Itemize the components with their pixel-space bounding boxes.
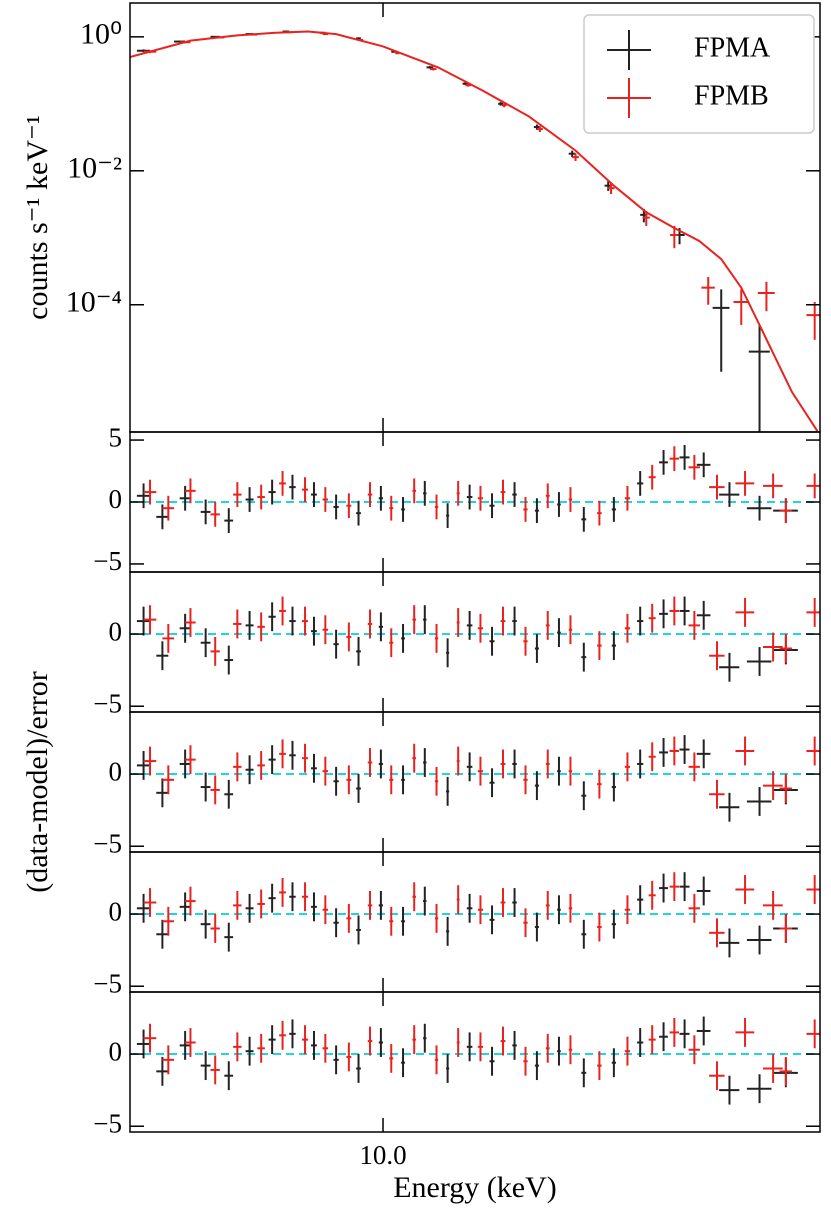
- y-tick-label: 10⁰: [80, 18, 122, 51]
- legend-label: FPMB: [694, 80, 769, 111]
- y-tick-label: 10⁻²: [67, 152, 122, 185]
- y-tick-label: 10⁻⁴: [66, 286, 122, 319]
- y-tick-label: 0: [109, 756, 123, 786]
- y-axis-label: (data-model)/error: [21, 671, 54, 893]
- y-tick-label: −5: [93, 1108, 122, 1138]
- y-tick-label: −5: [93, 546, 122, 576]
- y-tick-label: −5: [93, 828, 122, 858]
- y-tick-label: 5: [109, 422, 123, 452]
- model-line: [130, 30, 819, 432]
- x-tick-label: 10.0: [359, 1140, 406, 1170]
- plot-area: [130, 30, 820, 432]
- x-axis-label: Energy (keV): [393, 1171, 557, 1204]
- frame: [129, 991, 821, 1133]
- plot-area: [130, 1016, 820, 1105]
- legend-label: FPMA: [694, 32, 771, 63]
- plot-area: [130, 735, 820, 822]
- y-tick-label: 0: [109, 1036, 123, 1066]
- plot-area: [130, 445, 820, 533]
- y-axis-label: counts s⁻¹ keV⁻¹: [21, 115, 54, 320]
- plot-area: [130, 596, 820, 682]
- y-tick-label: 0: [109, 484, 123, 514]
- y-tick-label: 0: [109, 896, 123, 926]
- y-tick-label: 0: [109, 616, 123, 646]
- y-tick-label: −5: [93, 688, 122, 718]
- plot-area: [130, 872, 820, 958]
- y-tick-label: −5: [93, 968, 122, 998]
- legend-box: [583, 14, 815, 134]
